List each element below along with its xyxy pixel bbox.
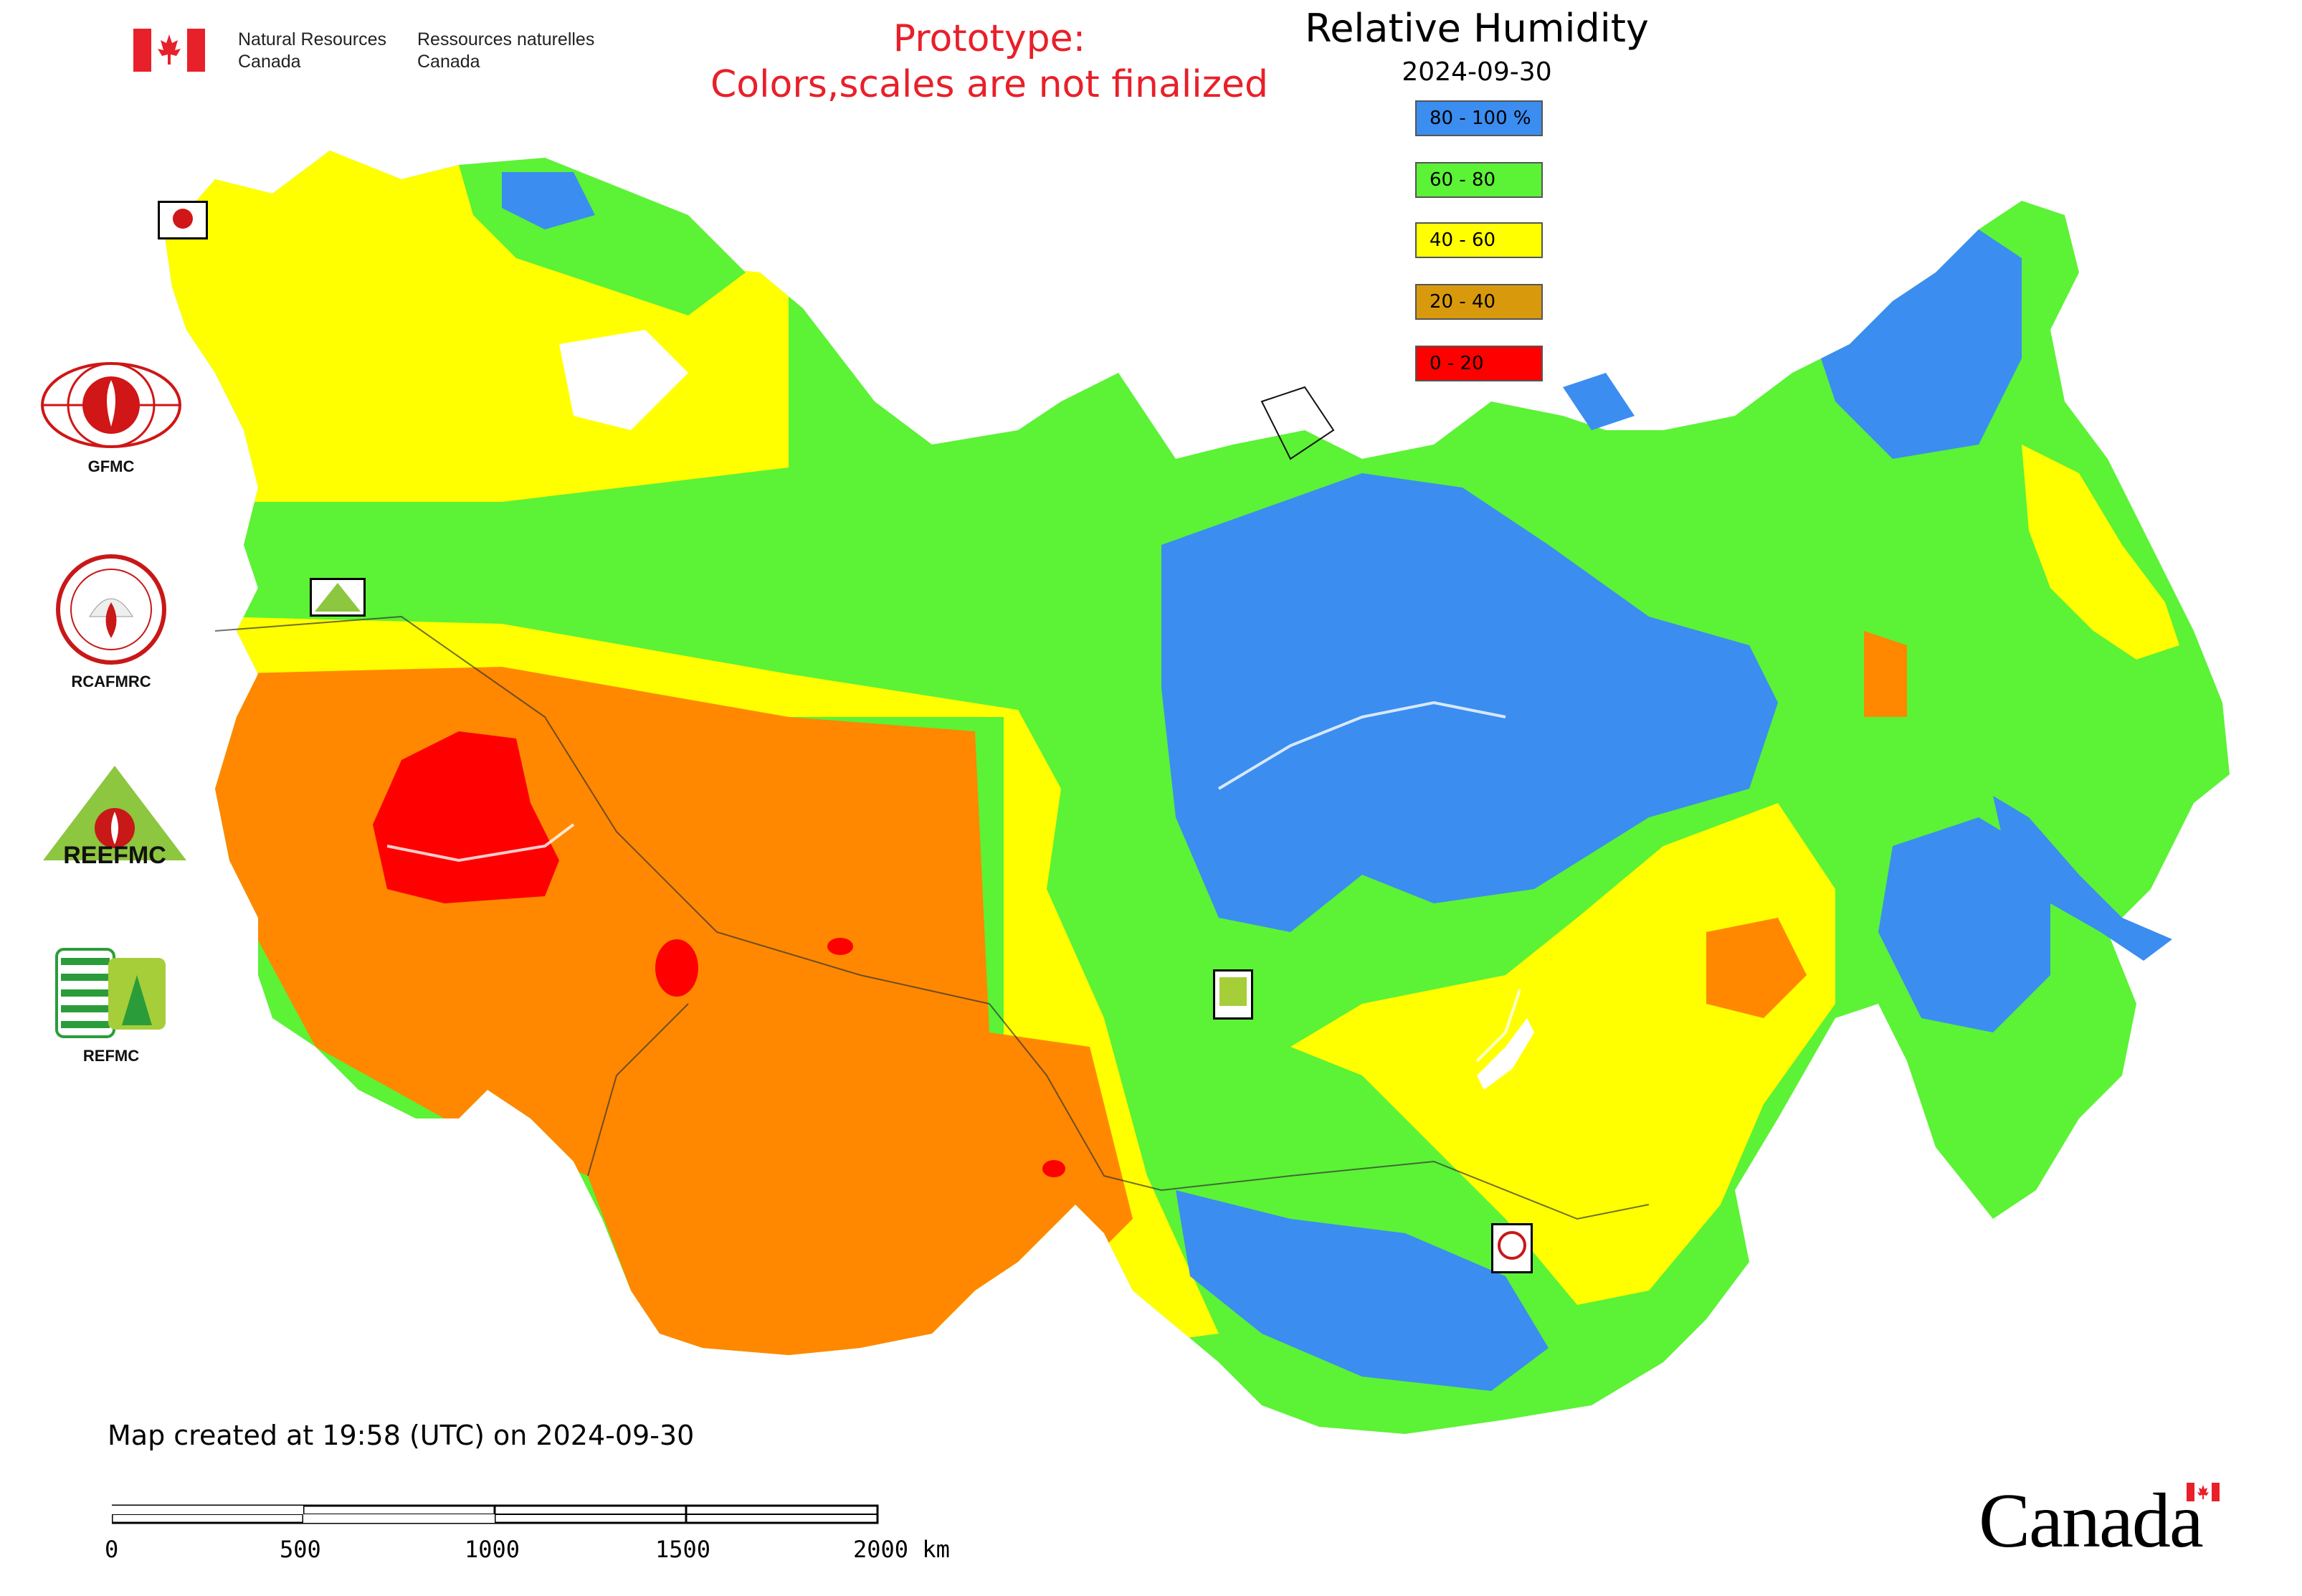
rcafmrc-logo-block: RCAFMRC	[43, 552, 179, 691]
refmc-logo-block: REFMC	[50, 946, 172, 1065]
gfmc-logo-block: GFMC	[36, 358, 186, 476]
nrcan-name-en: Natural Resources Canada	[238, 29, 386, 73]
canada-wordmark-flag-icon	[2187, 1483, 2220, 1501]
scale-label-1500: 1500	[655, 1536, 711, 1563]
prototype-line2: Colors,scales are not finalized	[710, 63, 1269, 106]
marker-gfmc[interactable]	[158, 201, 208, 239]
zone-red-spot	[655, 939, 698, 997]
scale-label-500: 500	[280, 1536, 321, 1563]
prototype-line1: Prototype:	[893, 17, 1086, 60]
zone-red-spot-east	[1042, 1160, 1065, 1177]
scale-bar	[112, 1504, 879, 1524]
nrcan-fr-line1: Ressources naturelles	[417, 29, 595, 49]
rivers	[386, 700, 1521, 1063]
nrcan-fr-line2: Canada	[417, 52, 480, 72]
refmc-logo	[55, 948, 166, 1038]
refmc-mini-icon	[1219, 977, 1247, 1006]
gfmc-mini-icon	[173, 209, 193, 229]
severnaya-zemlya	[1260, 386, 1335, 460]
sakhalin	[1993, 796, 2172, 961]
legend-title: Relative Humidity	[1305, 6, 1649, 51]
canada-wordmark: Canada	[1979, 1477, 2204, 1566]
reefmc-logo-block: REEFMC	[36, 760, 194, 896]
nrcan-en-line2: Canada	[238, 52, 301, 72]
zone-blue-south	[1176, 1190, 1549, 1391]
nrcan-en-line1: Natural Resources	[238, 29, 387, 49]
marker-reefmc[interactable]	[310, 578, 366, 617]
kamchatka	[2022, 445, 2179, 660]
map-created-note: Map created at 19:58 (UTC) on 2024-09-30	[108, 1420, 695, 1451]
white-sea	[559, 330, 688, 430]
prototype-notice: Prototype: Colors,scales are not finaliz…	[645, 16, 1333, 108]
refmc-label: REFMC	[82, 1047, 140, 1065]
gfmc-label: GFMC	[87, 457, 135, 475]
legend-item-80-100: 80 - 100 %	[1415, 100, 1543, 136]
gfmc-logo	[41, 362, 181, 448]
legend-item-0-20: 0 - 20	[1415, 346, 1543, 381]
scale-label-0: 0	[105, 1536, 119, 1563]
legend-item-40-60: 40 - 60	[1415, 222, 1543, 258]
borders	[214, 615, 1650, 1220]
legend-date: 2024-09-30	[1402, 57, 1552, 87]
zone-yellow-east	[1290, 803, 1835, 1305]
lake-baikal	[1477, 1018, 1534, 1090]
nrcan-name-fr: Ressources naturelles Canada	[417, 29, 594, 73]
new-siberian-islands	[1563, 373, 1635, 430]
reefmc-wordmark: REEFMC	[63, 842, 166, 869]
rcafmrc-logo	[56, 554, 166, 665]
canada-wordmark-text: Canada	[1979, 1478, 2204, 1564]
rcafmrc-label: RCAFMRC	[71, 673, 151, 690]
legend-item-60-80: 60 - 80	[1415, 162, 1543, 198]
legend-item-20-40: 20 - 40	[1415, 284, 1543, 320]
scale-label-2000km: 2000 km	[853, 1536, 950, 1563]
scale-label-1000: 1000	[465, 1536, 520, 1563]
marker-rcafmrc[interactable]	[1491, 1223, 1533, 1273]
zone-red-core	[373, 731, 559, 903]
zone-blue-siberia	[1161, 473, 1778, 932]
zone-blue-fareast-south	[1878, 817, 2050, 1032]
zone-orange-east	[1706, 918, 1807, 1018]
kamchatka-tip	[2093, 631, 2194, 703]
marker-refmc[interactable]	[1213, 969, 1253, 1020]
reefmc-logo	[43, 766, 186, 860]
novaya-zemlya	[961, 459, 1047, 588]
rcafmrc-mini-icon	[1498, 1231, 1526, 1260]
zone-orange-kamchatka	[1864, 631, 1907, 717]
kola-blue	[502, 172, 595, 229]
canada-flag-icon	[133, 29, 205, 72]
zone-green-band	[215, 459, 1075, 703]
zone-red-spot-small	[827, 938, 853, 955]
reefmc-mini-icon	[315, 583, 361, 612]
